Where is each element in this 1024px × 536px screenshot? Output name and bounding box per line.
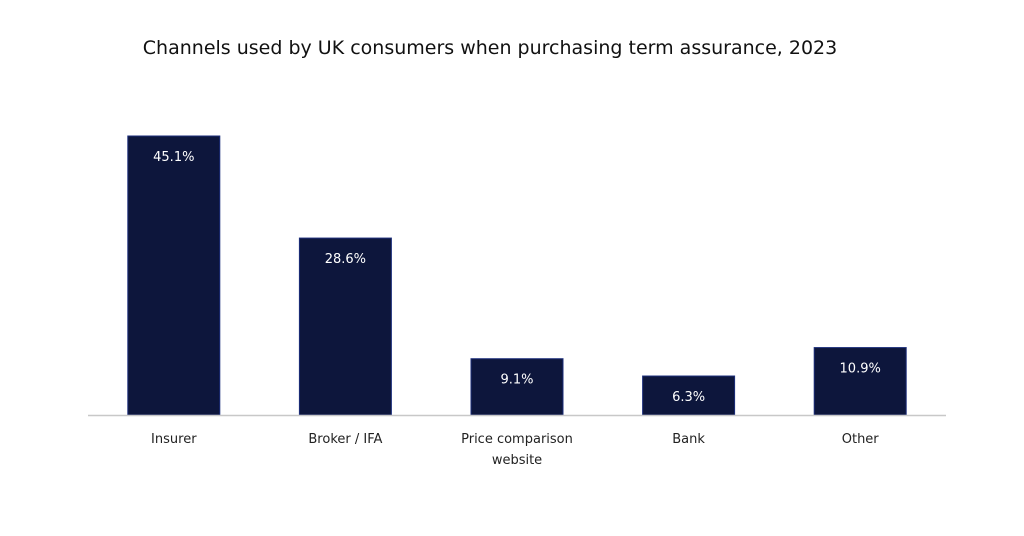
- bar-value-label: 9.1%: [500, 373, 533, 388]
- bar: [813, 347, 907, 416]
- chart-title: Channels used by UK consumers when purch…: [142, 37, 838, 59]
- category-label: Insurer: [151, 432, 197, 447]
- category-label: Price comparison: [461, 432, 573, 447]
- bars-group: [127, 135, 907, 416]
- bar: [127, 135, 221, 416]
- bar-value-label: 28.6%: [325, 252, 366, 267]
- value-labels-group: 45.1% 28.6% 9.1% 6.3% 10.9%: [153, 150, 881, 405]
- category-labels-group: Insurer Broker / IFA Price comparison websi…: [151, 432, 879, 468]
- category-label: Other: [842, 432, 880, 447]
- category-label: website: [492, 453, 542, 468]
- category-label: Broker / IFA: [308, 432, 382, 447]
- bar: [470, 358, 564, 416]
- bar-value-label: 6.3%: [672, 390, 705, 405]
- bar: [642, 375, 736, 416]
- bar-value-label: 45.1%: [153, 150, 194, 165]
- bar-value-label: 10.9%: [840, 362, 881, 377]
- category-label: Bank: [672, 432, 705, 447]
